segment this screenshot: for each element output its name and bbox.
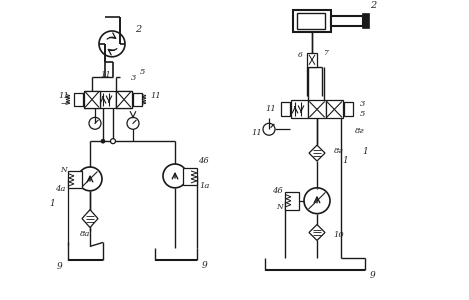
Text: 1: 1 [362, 147, 368, 156]
Text: 3: 3 [360, 100, 366, 108]
Text: 1a: 1a [200, 182, 210, 190]
Text: 9: 9 [57, 262, 63, 271]
Polygon shape [82, 210, 98, 227]
Bar [293, 10, 331, 32]
Text: 8а: 8а [80, 230, 90, 238]
Bar [308, 100, 325, 118]
Text: 9: 9 [370, 271, 376, 280]
Polygon shape [309, 225, 325, 240]
Bar [84, 91, 100, 108]
Text: N: N [276, 203, 282, 211]
Bar [74, 92, 83, 106]
Circle shape [163, 164, 187, 188]
Circle shape [99, 31, 125, 57]
Circle shape [89, 117, 101, 129]
Circle shape [127, 117, 139, 129]
Text: 11: 11 [252, 129, 262, 137]
Polygon shape [309, 145, 325, 161]
Bar [331, 16, 363, 26]
Circle shape [263, 123, 275, 135]
Text: 11: 11 [151, 92, 161, 100]
Circle shape [101, 139, 105, 143]
Text: →: → [61, 100, 67, 108]
Text: 8г: 8г [355, 127, 365, 135]
Bar [100, 91, 116, 108]
Bar [84, 91, 100, 108]
Bar [133, 92, 142, 106]
Text: 9: 9 [202, 261, 208, 270]
Bar [297, 13, 325, 29]
Text: 4a: 4a [55, 185, 65, 193]
Bar [116, 91, 132, 108]
Text: 1: 1 [49, 199, 55, 208]
Text: 2: 2 [370, 1, 376, 10]
Text: 7: 7 [324, 49, 328, 57]
Text: 5: 5 [360, 110, 366, 118]
Bar [363, 14, 369, 28]
Text: 11: 11 [265, 105, 276, 113]
Text: 2: 2 [135, 26, 141, 34]
Text: 3: 3 [131, 74, 136, 82]
Text: 8г: 8г [334, 147, 344, 155]
Bar [183, 168, 197, 185]
Bar [116, 91, 132, 108]
Text: 5: 5 [139, 68, 145, 76]
Bar [281, 103, 290, 116]
Text: 6: 6 [297, 51, 303, 59]
Bar [291, 100, 308, 118]
Text: 4б: 4б [272, 187, 282, 195]
Bar [68, 171, 82, 188]
Text: 11: 11 [59, 92, 69, 100]
Circle shape [304, 188, 330, 214]
Bar [325, 100, 343, 118]
Text: 11: 11 [101, 71, 111, 79]
Text: N: N [60, 166, 66, 174]
Text: 1: 1 [342, 155, 348, 164]
Circle shape [111, 139, 115, 144]
Text: 10: 10 [333, 232, 344, 239]
Bar [344, 103, 353, 116]
Bar [285, 192, 299, 210]
Circle shape [78, 167, 102, 191]
Bar [307, 53, 317, 67]
Text: 4б: 4б [198, 157, 208, 165]
